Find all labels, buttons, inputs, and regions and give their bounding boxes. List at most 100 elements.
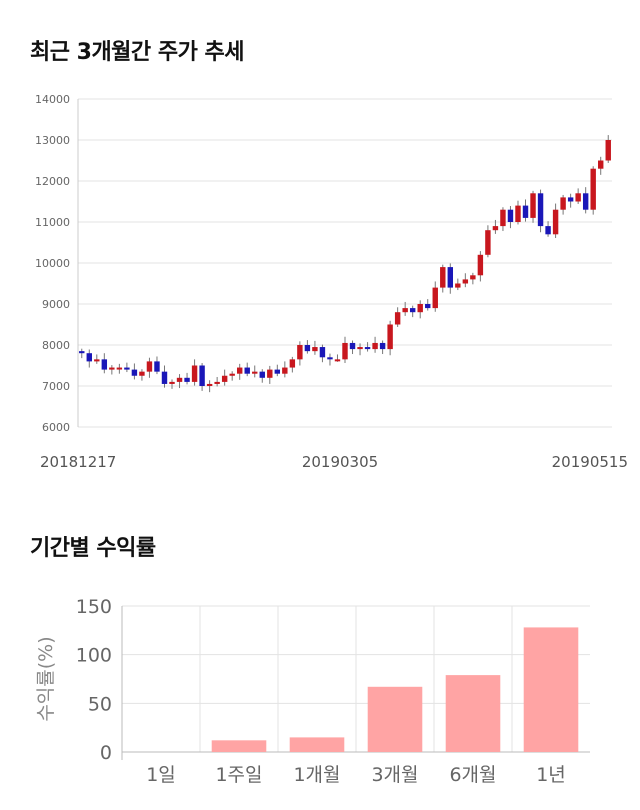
candle-body [560, 197, 566, 210]
candle-body [236, 367, 243, 374]
candle-body [267, 369, 273, 378]
candle-body [86, 353, 92, 362]
candle-body [372, 342, 378, 350]
candle-body [582, 193, 589, 210]
candle-body [515, 205, 521, 222]
candle-body [552, 209, 559, 235]
date-label: 20190305 [302, 453, 378, 471]
candle-body [349, 342, 356, 350]
candle-body [455, 283, 461, 288]
candle-body [244, 367, 250, 374]
return-bar [289, 737, 345, 752]
returns-tick-label: 150 [76, 596, 112, 618]
candle-body [297, 345, 303, 360]
candle-body [409, 308, 416, 313]
returns-y-axis-label: 수익률(%) [35, 636, 57, 721]
candle-body [184, 377, 190, 382]
price-tick-label: 9000 [42, 298, 70, 311]
candle-body [206, 383, 213, 386]
candle-body [379, 342, 386, 350]
returns-tick-label: 0 [100, 742, 112, 764]
candle-body [94, 359, 100, 362]
returns-category-label: 1년 [536, 764, 566, 786]
returns-category-label: 3개월 [371, 764, 418, 786]
candle-body [477, 254, 484, 276]
candle-body [387, 324, 393, 350]
return-bar [445, 675, 501, 752]
price-tick-label: 10000 [35, 257, 70, 270]
candle-body [545, 226, 551, 235]
candle-body [537, 193, 544, 227]
candle-body [131, 369, 138, 376]
candle-body [312, 347, 318, 352]
price-tick-label: 6000 [42, 421, 70, 434]
returns-tick-label: 50 [88, 693, 112, 715]
return-bar [523, 627, 579, 752]
candle-body [161, 371, 168, 384]
candle-body [492, 226, 499, 231]
candle-body [425, 304, 431, 309]
candle-body [124, 367, 130, 370]
candle-body [79, 351, 85, 354]
candle-body [304, 345, 311, 352]
candle-body [507, 209, 514, 222]
candle-body [139, 371, 145, 376]
returns-tick-label: 100 [76, 645, 112, 667]
candle-body [259, 371, 265, 378]
candle-body [590, 168, 596, 210]
candle-body [402, 308, 408, 313]
candle-body [101, 359, 108, 370]
candle-body [146, 361, 153, 372]
candle-body [530, 193, 536, 218]
candle-body [176, 377, 183, 382]
price-tick-label: 7000 [42, 380, 70, 393]
returns-category-label: 1개월 [293, 764, 340, 786]
candle-body [327, 357, 333, 360]
price-tick-label: 14000 [35, 93, 70, 106]
candle-body [221, 375, 228, 382]
candle-body [214, 381, 220, 384]
date-label: 20181217 [40, 453, 116, 471]
candle-body [598, 160, 604, 169]
period-returns-title: 기간별 수익률 [30, 536, 156, 561]
candle-body [252, 371, 258, 374]
returns-category-label: 1일 [146, 764, 176, 786]
returns-category-label: 6개월 [449, 764, 496, 786]
candle-body [417, 304, 423, 313]
candle-body [334, 359, 341, 362]
candle-body [116, 367, 123, 370]
candle-body [191, 365, 198, 382]
price-tick-label: 13000 [35, 134, 70, 147]
candle-body [485, 230, 491, 255]
candle-body [154, 361, 160, 372]
returns-category-label: 1주일 [215, 764, 262, 786]
return-bar [211, 740, 267, 752]
candle-body [169, 381, 175, 384]
candle-body [567, 197, 574, 202]
candle-body [282, 367, 288, 374]
candle-body [364, 347, 371, 350]
candle-body [342, 342, 348, 360]
candle-body [394, 312, 401, 325]
candle-body [319, 347, 326, 358]
candle-body [470, 275, 476, 280]
candle-body [500, 209, 506, 227]
candle-body [575, 193, 581, 202]
candle-body [109, 367, 115, 370]
candle-body [522, 205, 529, 218]
candle-body [440, 267, 446, 288]
period-returns-bar-chart: 0 50 100 150 1일 1주일 1개월 3개월 6개월 1년 수익률(%) [35, 596, 590, 786]
candle-body [199, 365, 205, 386]
candle-body [274, 369, 281, 374]
candle-body [462, 279, 469, 284]
price-tick-label: 8000 [42, 339, 70, 352]
candle-body [357, 347, 363, 350]
candle-body [447, 267, 454, 288]
candle-body [605, 140, 611, 161]
price-tick-label: 12000 [35, 175, 70, 188]
return-bar [367, 686, 423, 752]
price-tick-label: 11000 [35, 216, 70, 229]
price-candlestick-chart: 6000 7000 8000 9000 10000 11000 12000 13000 1400… [35, 93, 628, 471]
candle-body [432, 287, 438, 309]
date-label: 20190515 [552, 453, 628, 471]
